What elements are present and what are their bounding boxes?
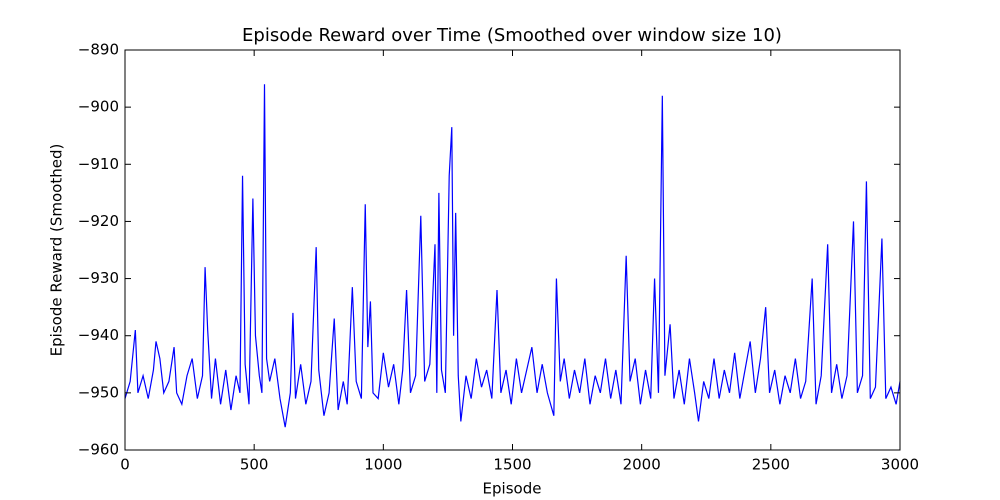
y-tick-label: −920	[78, 212, 119, 230]
plot-frame	[124, 49, 901, 451]
y-axis-label: Episode Reward (Smoothed)	[48, 144, 66, 357]
x-axis-label: Episode	[483, 480, 542, 498]
x-tick-label: 2500	[752, 456, 790, 474]
data-line	[124, 84, 901, 428]
x-tick-label: 500	[240, 456, 269, 474]
x-tick-label: 1000	[364, 456, 402, 474]
chart-title: Episode Reward over Time (Smoothed over …	[242, 25, 782, 46]
y-tick-label: −950	[78, 383, 119, 401]
y-tick-label: −910	[78, 155, 119, 173]
x-tick-label: 1500	[493, 456, 531, 474]
y-tick-label: −930	[78, 269, 119, 287]
x-tick-label: 2000	[623, 456, 661, 474]
y-tick-label: −940	[78, 326, 119, 344]
x-tick-label: 3000	[881, 456, 919, 474]
y-tick-label: −960	[78, 441, 119, 459]
x-tick-label: 0	[120, 456, 130, 474]
y-tick-label: −890	[78, 41, 119, 59]
y-tick-label: −900	[78, 98, 119, 116]
